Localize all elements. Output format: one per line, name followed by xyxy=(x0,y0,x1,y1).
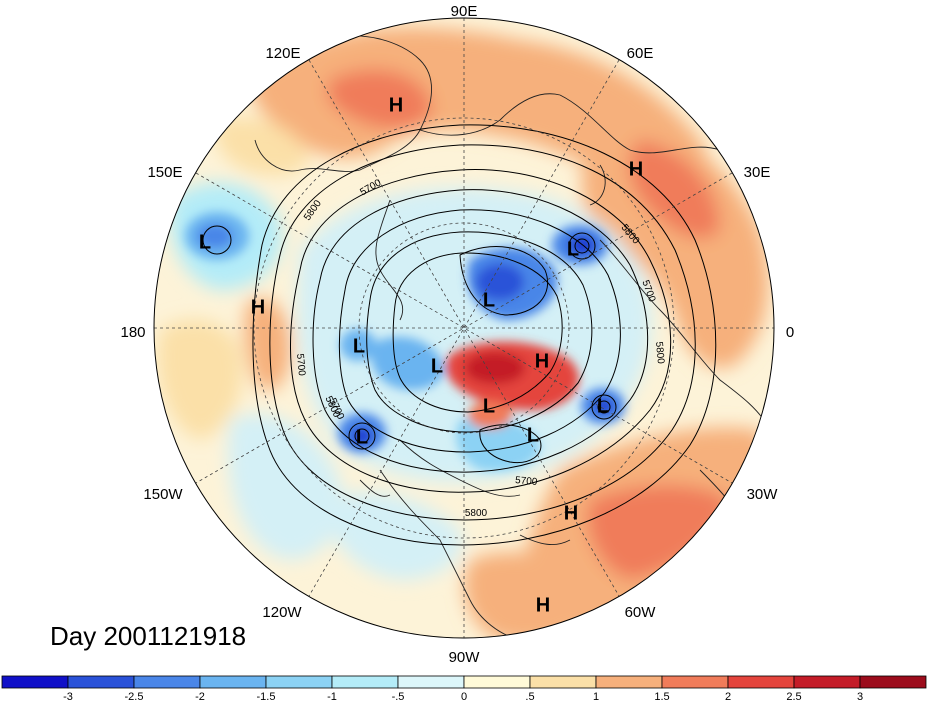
high-pressure-marker: H xyxy=(536,594,550,616)
colorbar-segment xyxy=(331,675,399,689)
longitude-label: 0 xyxy=(786,324,794,341)
low-pressure-marker: L xyxy=(527,424,539,446)
low-pressure-marker: L xyxy=(353,335,365,357)
colorbar-segment xyxy=(133,675,201,689)
colorbar-segment xyxy=(727,675,795,689)
longitude-label: 150W xyxy=(143,486,183,503)
low-pressure-marker: L xyxy=(483,395,495,417)
colorbar-tick-label: -.5 xyxy=(392,691,405,702)
colorbar-tick-label: -1.5 xyxy=(257,691,276,702)
low-pressure-marker: L xyxy=(597,395,609,417)
longitude-label: 60W xyxy=(625,604,657,621)
low-pressure-marker: L xyxy=(567,238,579,260)
high-pressure-marker: H xyxy=(564,502,578,524)
colorbar-segment xyxy=(265,675,333,689)
graticule xyxy=(154,18,774,638)
colorbar-segment xyxy=(397,675,465,689)
colorbar-tick-label: 1.5 xyxy=(654,691,669,702)
colorbar-segment xyxy=(595,675,663,689)
contour-value-label: 5800 xyxy=(465,508,488,519)
colorbar-tick-label: -2.5 xyxy=(125,691,144,702)
colorbar-segment xyxy=(463,675,531,689)
low-pressure-marker: L xyxy=(431,355,443,377)
colorbar-segment xyxy=(859,675,927,689)
contour-value-label: 5700 xyxy=(294,353,307,377)
colorbar-tick-label: 2.5 xyxy=(786,691,801,702)
colorbar: -3 -2.5 -2 -1.5 -1 -.5 0 .5 1 1.5 2 2.5 3 xyxy=(1,675,927,702)
colorbar-segment xyxy=(793,675,861,689)
high-pressure-marker: H xyxy=(629,158,643,180)
contour-value-label: 5700 xyxy=(515,475,539,488)
low-pressure-marker: L xyxy=(483,289,495,311)
contour-value-label: 5800 xyxy=(653,341,666,365)
colorbar-tick-label: -2 xyxy=(195,691,205,702)
colorbar-tick-label: 3 xyxy=(857,691,863,702)
high-pressure-marker: H xyxy=(535,350,549,372)
longitude-label: 30E xyxy=(744,164,771,181)
colorbar-segment xyxy=(67,675,135,689)
height-contours xyxy=(202,124,717,546)
colorbar-segment xyxy=(661,675,729,689)
longitude-label: 30W xyxy=(747,486,779,503)
colorbar-segment xyxy=(529,675,597,689)
longitude-label: 180 xyxy=(120,324,145,341)
colorbar-tick-label: 0 xyxy=(461,691,467,702)
colorbar-tick-label: -3 xyxy=(63,691,73,702)
colorbar-tick-label: .5 xyxy=(525,691,534,702)
pressure-center-markers: H H L H L L L L H L L L L H H xyxy=(199,94,643,616)
map-boundary xyxy=(153,17,775,639)
colorbar-segment xyxy=(1,675,69,689)
longitude-labels: 90E 60E 30E 0 30W 60W 90W 120W 150W 180 150E 120E xyxy=(120,3,794,666)
low-pressure-marker: L xyxy=(199,231,211,253)
longitude-label: 150E xyxy=(147,164,182,181)
longitude-label: 90E xyxy=(451,3,478,20)
low-pressure-marker: L xyxy=(356,426,368,448)
longitude-label: 90W xyxy=(449,649,481,666)
high-pressure-marker: H xyxy=(251,296,265,318)
colorbar-segment xyxy=(199,675,267,689)
colorbar-tick-label: 1 xyxy=(593,691,599,702)
longitude-label: 120E xyxy=(265,45,300,62)
longitude-label: 120W xyxy=(262,604,302,621)
colorbar-tick-label: -1 xyxy=(327,691,337,702)
colorbar-tick-label: 2 xyxy=(725,691,731,702)
longitude-label: 60E xyxy=(627,45,654,62)
high-pressure-marker: H xyxy=(389,94,403,116)
day-label: Day 2001121918 xyxy=(50,621,246,651)
